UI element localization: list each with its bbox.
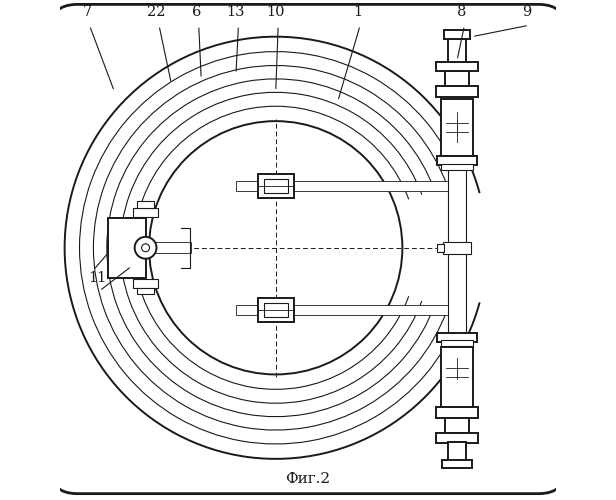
- Circle shape: [149, 121, 402, 374]
- Bar: [445, 418, 469, 433]
- Bar: [133, 278, 158, 287]
- Bar: [442, 460, 472, 468]
- Bar: [448, 442, 466, 462]
- Bar: [436, 86, 478, 98]
- Text: 7: 7: [83, 6, 92, 20]
- Bar: [107, 242, 192, 253]
- Bar: [436, 433, 478, 443]
- Bar: [137, 201, 154, 208]
- Text: 6: 6: [192, 6, 201, 20]
- Bar: [448, 36, 466, 62]
- Bar: [441, 164, 473, 170]
- Bar: [108, 218, 145, 278]
- Bar: [437, 156, 477, 165]
- Bar: [236, 305, 455, 315]
- Circle shape: [142, 244, 150, 252]
- Bar: [444, 30, 471, 39]
- Text: 10: 10: [267, 6, 285, 20]
- Bar: [448, 94, 466, 406]
- Bar: [264, 178, 288, 192]
- Bar: [436, 62, 478, 72]
- FancyBboxPatch shape: [50, 4, 566, 494]
- Bar: [445, 72, 469, 86]
- Text: 11: 11: [87, 271, 106, 285]
- Bar: [440, 99, 474, 156]
- Bar: [258, 298, 294, 322]
- Bar: [436, 406, 478, 418]
- Circle shape: [135, 237, 156, 258]
- Bar: [258, 174, 294, 198]
- Bar: [137, 288, 154, 294]
- Bar: [133, 208, 158, 217]
- Text: 9: 9: [522, 6, 531, 20]
- Bar: [236, 180, 455, 190]
- Bar: [437, 332, 477, 342]
- Text: Фиг.2: Фиг.2: [285, 472, 331, 486]
- Bar: [440, 347, 474, 406]
- Text: 13: 13: [227, 6, 245, 20]
- Text: 8: 8: [457, 6, 467, 20]
- Bar: [441, 340, 473, 345]
- Bar: [443, 242, 471, 254]
- Text: 22: 22: [147, 6, 166, 20]
- Bar: [437, 244, 444, 252]
- Bar: [264, 303, 288, 317]
- Text: 1: 1: [353, 6, 362, 20]
